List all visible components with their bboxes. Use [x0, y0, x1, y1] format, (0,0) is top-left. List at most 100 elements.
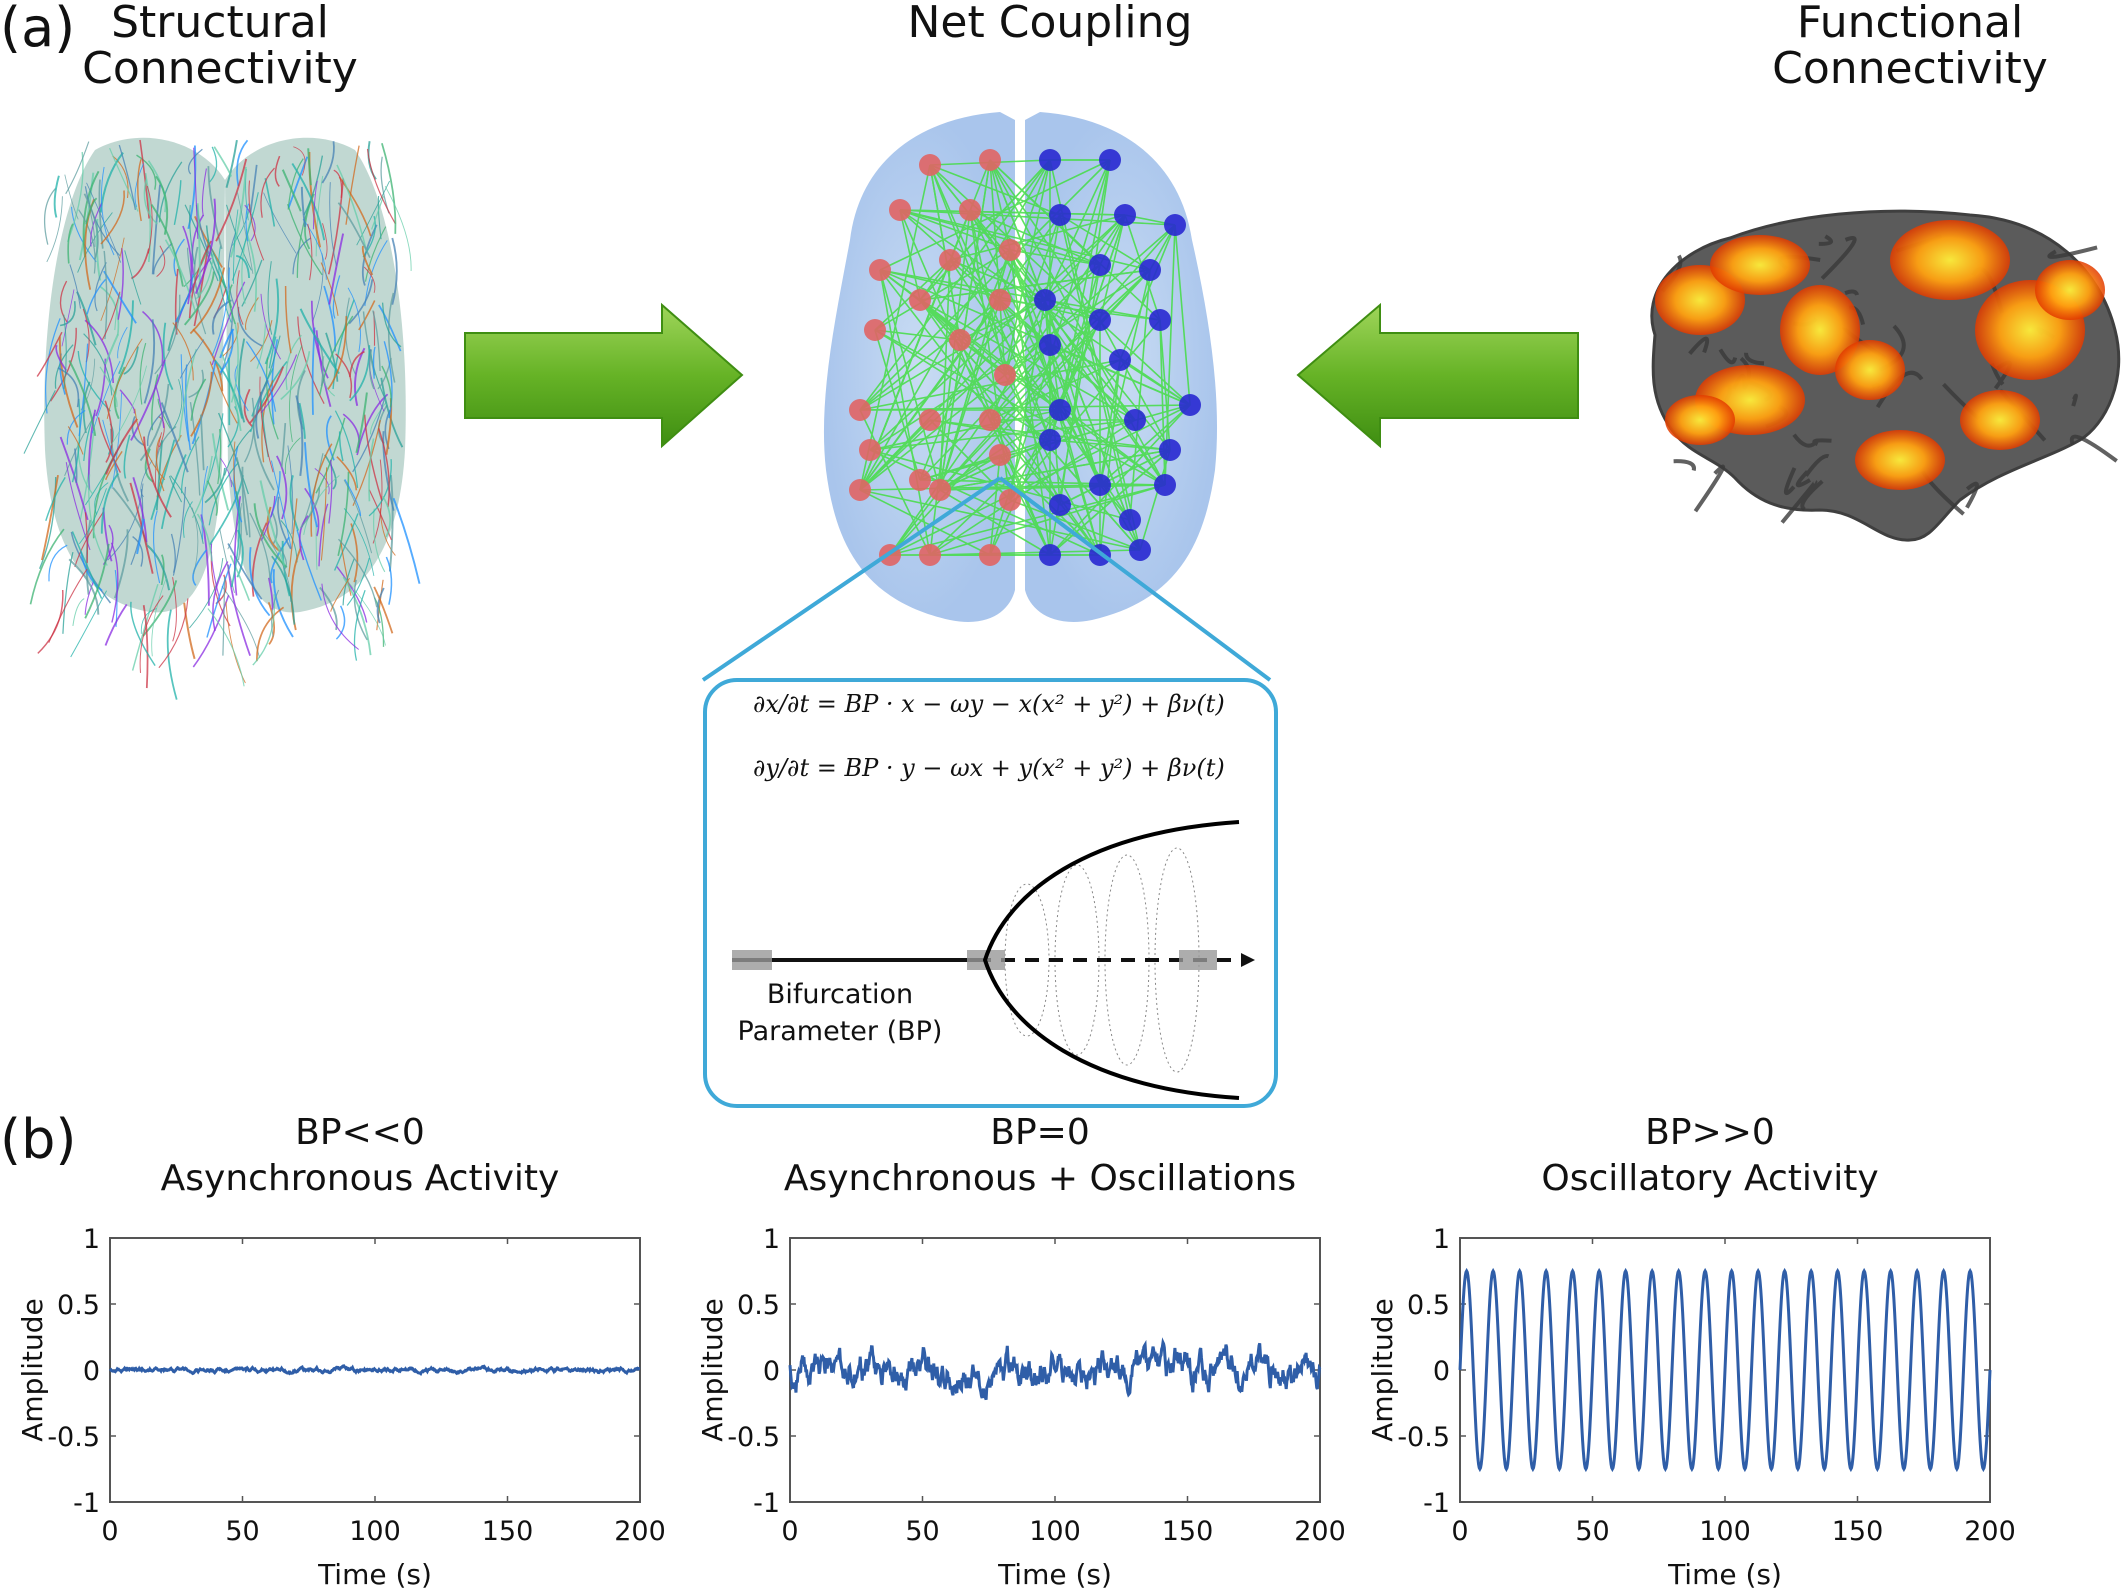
- fiber-tract: [146, 544, 171, 591]
- sulcus: [2047, 245, 2098, 259]
- node-left: [909, 289, 931, 311]
- fiber-tract: [383, 341, 393, 419]
- fiber-tract: [201, 168, 207, 217]
- bp-label: Bifurcation Parameter (BP): [725, 976, 955, 1050]
- fiber-tract: [376, 587, 385, 624]
- fiber-tract: [183, 602, 196, 660]
- fiber-tract: [69, 264, 82, 309]
- fiber-tract: [102, 419, 119, 473]
- fiber-tract: [206, 480, 218, 516]
- coupling-edge: [1004, 214, 1061, 376]
- fiber-tract: [213, 146, 233, 177]
- fiber-tract: [130, 601, 156, 667]
- node-right: [1039, 429, 1061, 451]
- fiber-tract: [284, 285, 292, 354]
- fiber-tract: [315, 523, 318, 570]
- fiber-tract: [287, 445, 294, 535]
- fiber-tract: [154, 294, 181, 375]
- fiber-tract: [303, 442, 319, 528]
- fiber-tract: [300, 487, 320, 529]
- fiber-tract: [130, 248, 150, 280]
- coupling-edge: [859, 484, 1101, 491]
- x-tick-label: 0: [101, 1516, 118, 1547]
- fiber-tract: [385, 556, 393, 605]
- coupling-edge: [989, 159, 1006, 376]
- node-right: [1039, 334, 1061, 356]
- y-tick-label: 1: [83, 1224, 100, 1255]
- fiber-tract: [373, 508, 386, 573]
- fiber-tract: [381, 302, 402, 348]
- equation-y: ∂y/∂t = BP · y − ωx + y(x² + y²) + βν(t): [753, 754, 1225, 782]
- fiber-tract: [353, 579, 368, 641]
- fiber-tract: [342, 576, 372, 656]
- fiber-tract: [151, 184, 161, 275]
- node-left: [849, 479, 871, 501]
- sulcus: [2069, 434, 2118, 463]
- fiber-tract: [304, 487, 320, 537]
- x-tick-label: 150: [1162, 1516, 1214, 1547]
- fiber-tract: [256, 322, 267, 369]
- fiber-tract: [97, 417, 122, 473]
- coupling-edge: [859, 214, 1126, 491]
- plot-title-line-1: BP=0: [990, 1112, 1090, 1153]
- fiber-tract: [222, 576, 226, 656]
- fiber-tract: [204, 467, 226, 504]
- fiber-tract: [325, 332, 339, 382]
- coupling-edge: [939, 439, 1051, 491]
- fiber-tract: [210, 543, 221, 602]
- fiber-tract: [245, 341, 277, 412]
- fiber-tract: [280, 423, 287, 468]
- fiber-tract: [336, 164, 368, 252]
- fiber-tract: [298, 402, 306, 439]
- fiber-tract: [343, 508, 375, 576]
- x-tick-label: 100: [349, 1516, 401, 1547]
- fiber-tract: [244, 397, 255, 463]
- node-left: [999, 489, 1021, 511]
- fiber-tract: [196, 513, 213, 562]
- fiber-tract: [200, 414, 205, 471]
- coupling-edge: [989, 159, 1011, 251]
- fiber-tract: [238, 338, 246, 423]
- fiber-tract: [84, 319, 115, 384]
- fiber-tract: [249, 164, 258, 213]
- fiber-tract: [245, 232, 257, 312]
- fiber-tract: [84, 186, 121, 257]
- plot-title: BP<<0 Asynchronous Activity: [0, 1110, 750, 1202]
- fiber-tract: [343, 479, 373, 554]
- fiber-tract: [307, 148, 312, 186]
- fiber-tract: [143, 436, 172, 518]
- coupling-edge: [1049, 344, 1101, 486]
- fiber-tract: [333, 513, 359, 571]
- fiber-tract: [248, 180, 265, 261]
- sulcus: [1718, 348, 1738, 365]
- fiber-tract: [151, 577, 167, 657]
- fiber-tract: [190, 378, 207, 421]
- fiber-tract: [332, 275, 341, 319]
- fiber-tract: [219, 457, 232, 488]
- y-axis-label: Amplitude: [696, 1298, 729, 1442]
- fiber-tract: [361, 224, 378, 286]
- net-coupling-title: Net Coupling: [907, 0, 1193, 48]
- fiber-tract: [209, 146, 218, 183]
- fiber-tract: [45, 477, 66, 522]
- fiber-tract: [268, 336, 277, 369]
- fiber-tract: [59, 436, 89, 521]
- fiber-tract: [62, 551, 74, 634]
- fiber-tract: [328, 233, 345, 305]
- fiber-tract: [104, 400, 113, 463]
- fiber-tract: [369, 349, 375, 390]
- fiber-tract: [277, 496, 292, 550]
- fiber-tract: [392, 497, 421, 584]
- fiber-tract: [271, 555, 296, 625]
- sulcus: [1800, 479, 1824, 512]
- sulcus: [1783, 467, 1797, 496]
- panel-a-graphics: [23, 112, 2121, 700]
- fiber-tract: [152, 510, 161, 584]
- sulcus: [2071, 393, 2078, 407]
- fiber-tract: [347, 287, 361, 352]
- coupling-edge: [999, 299, 1141, 551]
- fiber-tract: [118, 144, 137, 211]
- x-tick-label: 50: [225, 1516, 259, 1547]
- node-right: [1049, 399, 1071, 421]
